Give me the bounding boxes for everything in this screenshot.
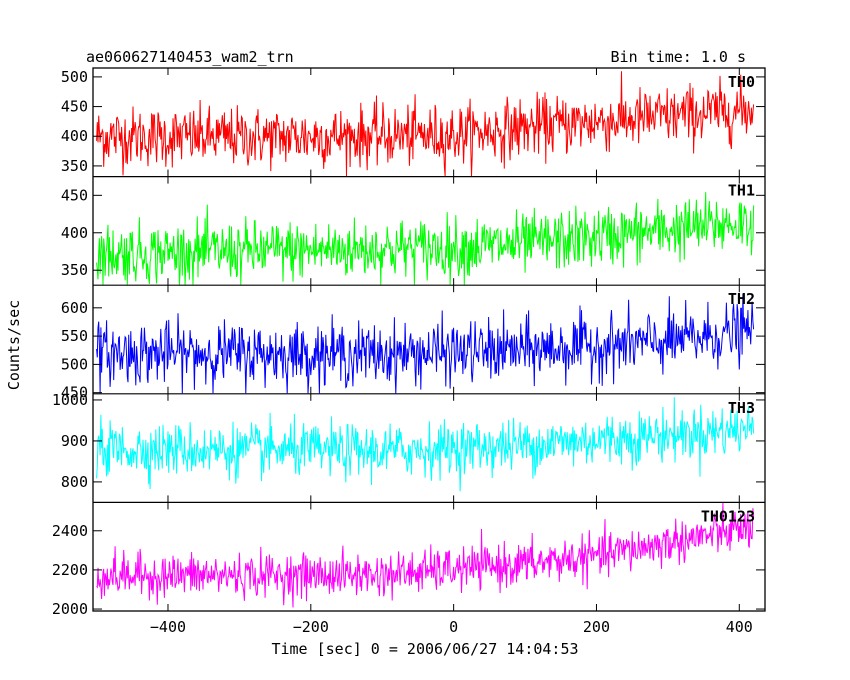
x-tick-label: −200 xyxy=(293,618,329,636)
chart-subtitle: Bin time: 1.0 s xyxy=(611,48,746,66)
y-tick-label: 1000 xyxy=(52,391,88,409)
y-tick-label: 500 xyxy=(61,355,88,373)
y-tick-label: 450 xyxy=(61,98,88,116)
x-tick-label: −400 xyxy=(150,618,186,636)
series-label-th1: TH1 xyxy=(728,182,755,200)
series-line-th0123 xyxy=(96,502,755,608)
series-label-th2: TH2 xyxy=(728,290,755,308)
y-tick-label: 2400 xyxy=(52,522,88,540)
y-tick-label: 350 xyxy=(61,157,88,175)
series-label-th3: TH3 xyxy=(728,399,755,417)
x-tick-label: 400 xyxy=(726,618,753,636)
y-tick-label: 2000 xyxy=(52,600,88,618)
x-axis-label: Time [sec] 0 = 2006/06/27 14:04:53 xyxy=(271,640,578,658)
y-tick-label: 600 xyxy=(61,299,88,317)
series-line-th3 xyxy=(96,397,755,492)
y-tick-label: 450 xyxy=(61,186,88,204)
y-tick-label: 2200 xyxy=(52,561,88,579)
y-tick-label: 550 xyxy=(61,327,88,345)
panels: 350 400 450 500 TH0 350 400 450 TH1 450 500 550 600 T… xyxy=(52,67,766,636)
series-label-th0123: TH0123 xyxy=(701,507,755,525)
series-line-th0 xyxy=(96,71,755,177)
series-line-th2 xyxy=(96,293,755,394)
y-tick-label: 400 xyxy=(61,127,88,145)
x-tick-label: 0 xyxy=(449,618,458,636)
y-tick-label: 450 xyxy=(61,384,88,402)
y-tick-label: 500 xyxy=(61,68,88,86)
y-tick-label: 800 xyxy=(61,473,88,491)
plot-frame xyxy=(92,67,766,612)
chart-title: ae060627140453_wam2_trn xyxy=(86,48,294,66)
y-axis-label: Counts/sec xyxy=(5,300,23,390)
x-tick-label: 200 xyxy=(583,618,610,636)
series-line-th1 xyxy=(96,192,755,285)
y-tick-label: 350 xyxy=(61,261,88,279)
y-tick-label: 900 xyxy=(61,432,88,450)
y-tick-label: 400 xyxy=(61,224,88,242)
series-label-th0: TH0 xyxy=(728,73,755,91)
